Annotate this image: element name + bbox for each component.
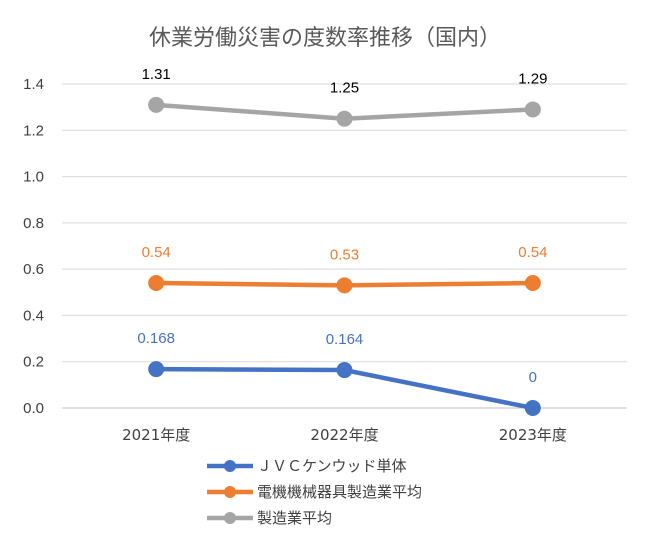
y-tick-label: 0.8 — [23, 215, 44, 232]
y-tick-label: 0.0 — [23, 400, 44, 417]
data-label: 1.31 — [142, 66, 171, 83]
data-label: 0.53 — [330, 246, 359, 263]
legend-label: 製造業平均 — [257, 509, 332, 527]
data-label: 0 — [529, 369, 537, 386]
x-category-label: 2021年度 — [122, 426, 190, 444]
legend-label: ＪＶＣケンウッド単体 — [257, 457, 407, 475]
x-category-label: 2022年度 — [310, 426, 378, 444]
data-label: 1.25 — [330, 80, 359, 97]
legend-label: 電機機械器具製造業平均 — [257, 483, 422, 501]
data-labels: 0.168 0.164 0 0.54 0.53 0.54 1.31 1.25 1.29 — [137, 66, 547, 386]
y-tick-label: 0.6 — [23, 261, 44, 278]
data-point — [336, 110, 353, 127]
data-label: 0.164 — [326, 331, 364, 348]
y-tick-label: 1.4 — [23, 76, 44, 93]
legend-marker — [224, 486, 236, 498]
data-point — [148, 275, 165, 292]
y-tick-label: 0.2 — [23, 354, 44, 371]
legend-marker — [224, 460, 236, 472]
data-point — [336, 277, 353, 294]
data-point — [524, 275, 541, 292]
x-axis-categories: 2021年度 2022年度 2023年度 — [122, 426, 567, 444]
data-label: 1.29 — [518, 70, 547, 87]
data-label: 0.168 — [137, 330, 175, 347]
series-lines — [148, 96, 541, 416]
y-tick-label: 1.0 — [23, 169, 44, 186]
data-label: 0.54 — [518, 244, 547, 261]
x-category-label: 2023年度 — [499, 426, 567, 444]
data-point — [148, 96, 165, 113]
data-point — [148, 361, 165, 378]
legend-marker — [224, 512, 236, 524]
y-axis-ticks: 0.0 0.2 0.4 0.6 0.8 1.0 1.2 1.4 — [23, 76, 44, 417]
y-tick-label: 1.2 — [23, 122, 44, 139]
data-label: 0.54 — [142, 244, 171, 261]
chart-title: 休業労働災害の度数率推移（国内） — [149, 26, 501, 51]
data-point — [524, 101, 541, 118]
data-point — [336, 362, 353, 379]
data-point — [524, 400, 541, 416]
y-tick-label: 0.4 — [23, 307, 44, 324]
